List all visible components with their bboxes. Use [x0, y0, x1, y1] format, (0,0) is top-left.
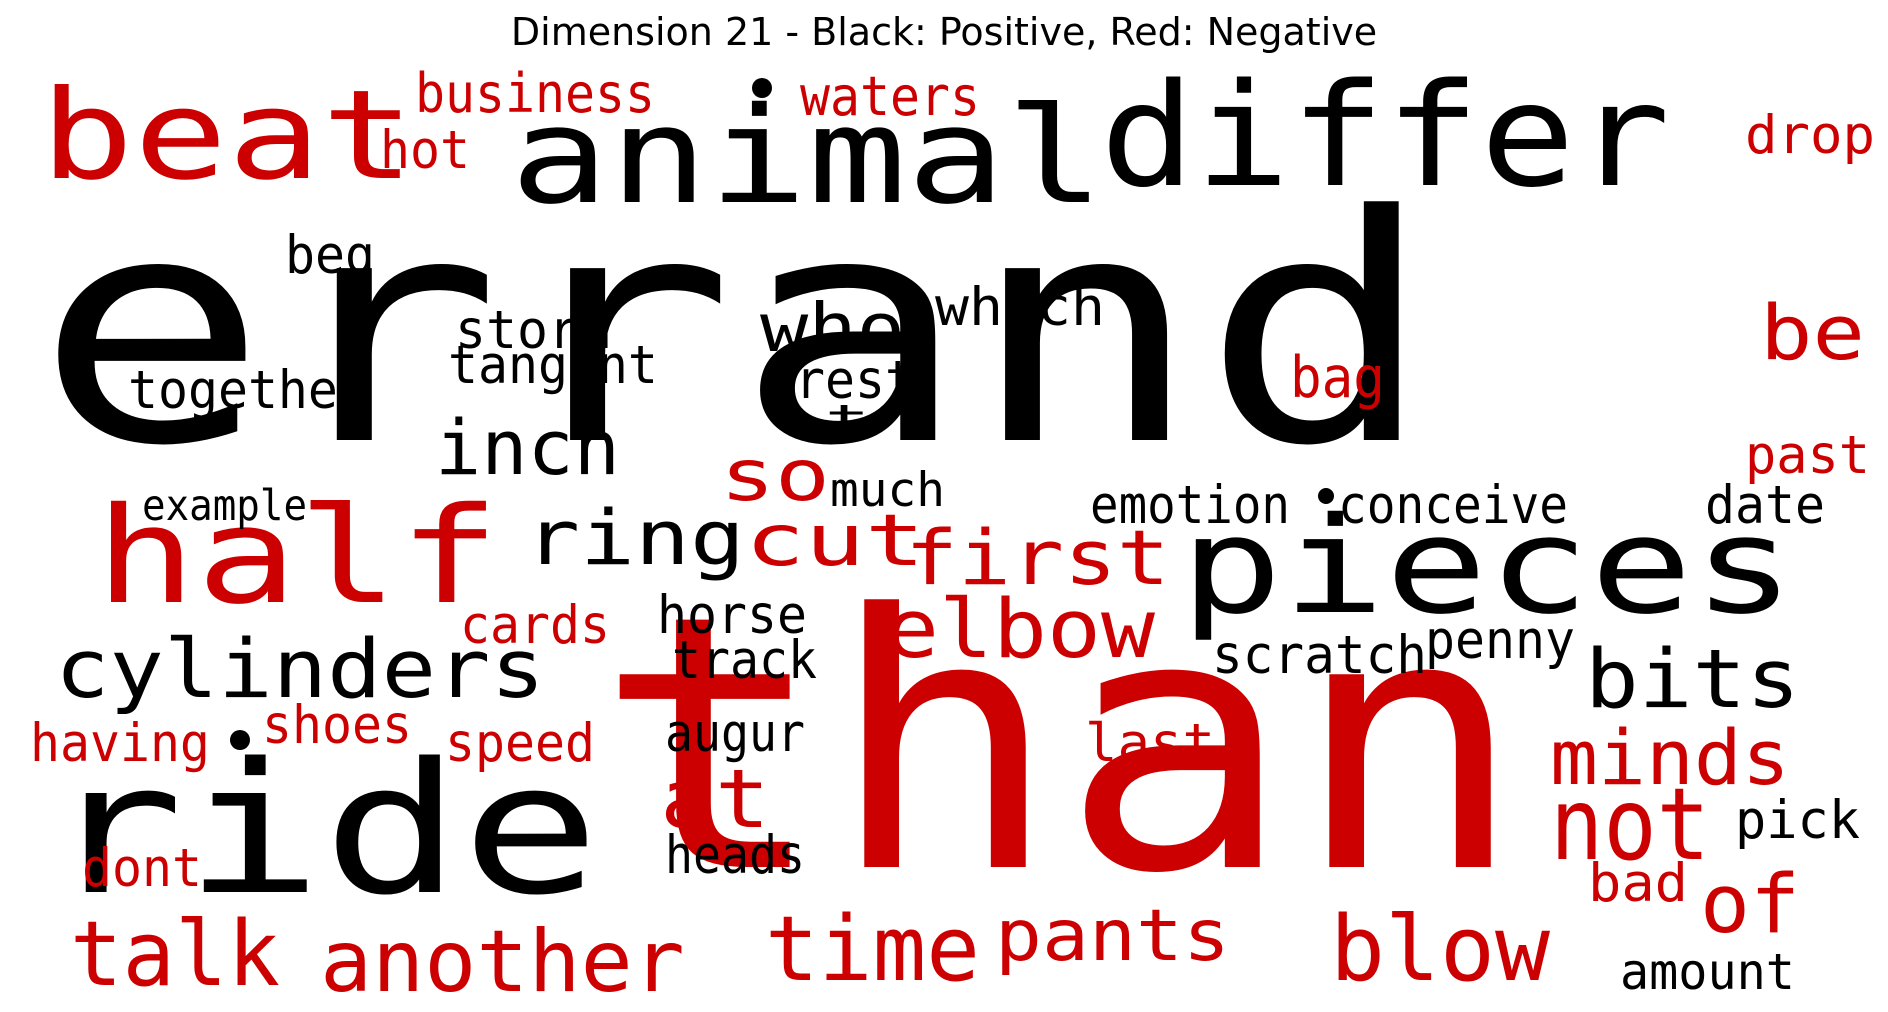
word-which: which — [935, 277, 1105, 338]
word-blow: blow — [1330, 897, 1551, 1002]
dot-marker — [230, 730, 250, 750]
word-last: last — [1085, 713, 1216, 774]
word-amount: amount — [1620, 943, 1795, 1001]
word-much: much — [830, 463, 946, 518]
dot-marker — [1318, 488, 1334, 504]
word-past: past — [1745, 425, 1871, 486]
word-not: not — [1550, 766, 1711, 883]
word-drop: drop — [1745, 105, 1876, 166]
word-cut: cut — [745, 499, 925, 582]
word-heads: heads — [665, 825, 806, 886]
word-bad: bad — [1588, 853, 1689, 914]
word-dont: dont — [82, 838, 202, 899]
word-augur: augur — [665, 703, 806, 764]
word-cylinders: cylinders — [55, 623, 545, 717]
word-so: so — [720, 434, 830, 517]
word-pick: pick — [1735, 790, 1861, 851]
word-time: time — [765, 897, 981, 1002]
word-who: who — [760, 289, 905, 367]
word-penny: penny — [1425, 610, 1575, 671]
word-emotion: emotion — [1090, 475, 1290, 536]
word-than: than — [595, 541, 1526, 951]
word-having: having — [30, 713, 210, 774]
word-talk: talk — [70, 902, 281, 1007]
word-half: half — [95, 479, 500, 634]
word-differ: differ — [1100, 52, 1671, 219]
word-elbow: elbow — [885, 583, 1155, 677]
chart-title: Dimension 21 - Black: Positive, Red: Neg… — [510, 10, 1378, 54]
word-pieces: pieces — [1180, 489, 1796, 644]
word-tangent: tangent — [448, 335, 658, 396]
word-another: another — [320, 912, 685, 1012]
word-date: date — [1705, 475, 1825, 536]
word-t: t — [825, 396, 870, 446]
word-ring: ring — [525, 493, 745, 582]
word-track: track — [672, 630, 818, 691]
word-beat: beat — [40, 64, 416, 208]
word-speed: speed — [445, 713, 595, 774]
word-pants: pants — [995, 894, 1230, 977]
word-errand: errand — [35, 149, 1435, 515]
word-waters: waters — [800, 65, 980, 128]
word-storm: storm — [455, 300, 610, 361]
word-horse: horse — [657, 585, 807, 646]
word-hot: hot — [380, 120, 470, 181]
word-bag: bag — [1290, 345, 1385, 411]
word-example: example — [142, 481, 308, 531]
word-conceive: conceive — [1338, 475, 1569, 536]
word-shoes: shoes — [262, 695, 412, 756]
word-of: of — [1700, 858, 1801, 952]
word-cards: cards — [460, 595, 610, 656]
word-at: at — [660, 753, 770, 847]
word-rest: rest — [795, 350, 915, 411]
word-be: be — [1760, 288, 1865, 377]
dot-marker — [752, 78, 772, 98]
word-minds: minds — [1550, 713, 1790, 802]
word-together: together — [128, 360, 368, 421]
word-beg: beg — [285, 225, 375, 286]
word-inch: inch — [435, 403, 620, 492]
word-first: first — [905, 513, 1170, 602]
word-business: business — [415, 62, 655, 125]
word-ride: ride — [45, 724, 601, 935]
word-scratch: scratch — [1212, 625, 1427, 686]
word-animal: animal — [510, 79, 1105, 234]
word-bits: bits — [1585, 633, 1800, 727]
